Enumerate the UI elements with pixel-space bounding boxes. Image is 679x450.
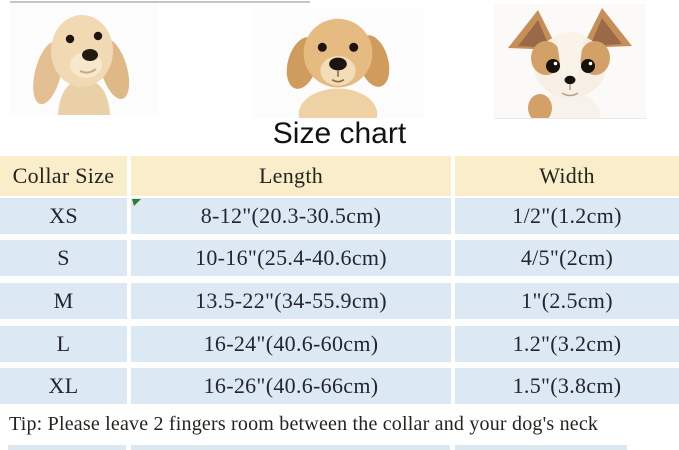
table-row-xl: XL 16-26"(40.6-66cm) 1.5"(3.8cm) (0, 368, 679, 404)
chihuahua-photo (494, 4, 646, 119)
table-row-m: M 13.5-22"(34-55.9cm) 1"(2.5cm) (0, 283, 679, 319)
table-header-row: Collar Size Length Width (0, 156, 679, 196)
width-cell: 1/2"(1.2cm) (455, 198, 679, 234)
strip-segment (455, 445, 627, 450)
golden-retriever-illustration (286, 18, 390, 118)
size-cell: L (0, 326, 127, 362)
tip-row: Tip: Please leave 2 fingers room between… (0, 404, 679, 445)
column-header-width: Width (455, 156, 679, 196)
length-cell: 10-16"(25.4-40.6cm) (131, 240, 451, 276)
size-cell: XS (0, 198, 127, 234)
table-row-xs: XS 8-12"(20.3-30.5cm) 1/2"(1.2cm) (0, 198, 679, 234)
strip-segment (8, 445, 126, 450)
length-cell: 16-26"(40.6-66cm) (131, 368, 451, 404)
length-cell: 8-12"(20.3-30.5cm) (131, 198, 451, 234)
tip-text: Tip: Please leave 2 fingers room between… (9, 413, 599, 435)
width-cell: 1"(2.5cm) (455, 283, 679, 319)
golden-retriever-puppy-photo (252, 8, 424, 118)
cell-corner-marker-icon (132, 199, 141, 206)
length-cell: 13.5-22"(34-55.9cm) (131, 283, 451, 319)
length-value: 8-12"(20.3-30.5cm) (200, 203, 382, 228)
top-edge-line (10, 1, 310, 3)
cut-off-next-row (8, 445, 679, 450)
width-cell: 1.5"(3.8cm) (455, 368, 679, 404)
column-header-collar-size: Collar Size (0, 156, 127, 196)
size-cell: M (0, 283, 127, 319)
strip-segment (131, 445, 450, 450)
column-header-length: Length (131, 156, 451, 196)
page-title: Size chart (272, 117, 407, 150)
length-cell: 16-24"(40.6-60cm) (131, 326, 451, 362)
spaniel-dog-illustration (33, 15, 130, 115)
size-cell: XL (0, 368, 127, 404)
table-row-l: L 16-24"(40.6-60cm) 1.2"(3.2cm) (0, 326, 679, 362)
width-cell: 4/5"(2cm) (455, 240, 679, 276)
size-cell: S (0, 240, 127, 276)
cream-spaniel-puppy-photo (10, 3, 158, 115)
size-chart-table: Collar Size Length Width XS 8-12"(20.3-3… (0, 156, 679, 450)
chihuahua-illustration (508, 8, 632, 118)
table-row-s: S 10-16"(25.4-40.6cm) 4/5"(2cm) (0, 240, 679, 276)
width-cell: 1.2"(3.2cm) (455, 326, 679, 362)
